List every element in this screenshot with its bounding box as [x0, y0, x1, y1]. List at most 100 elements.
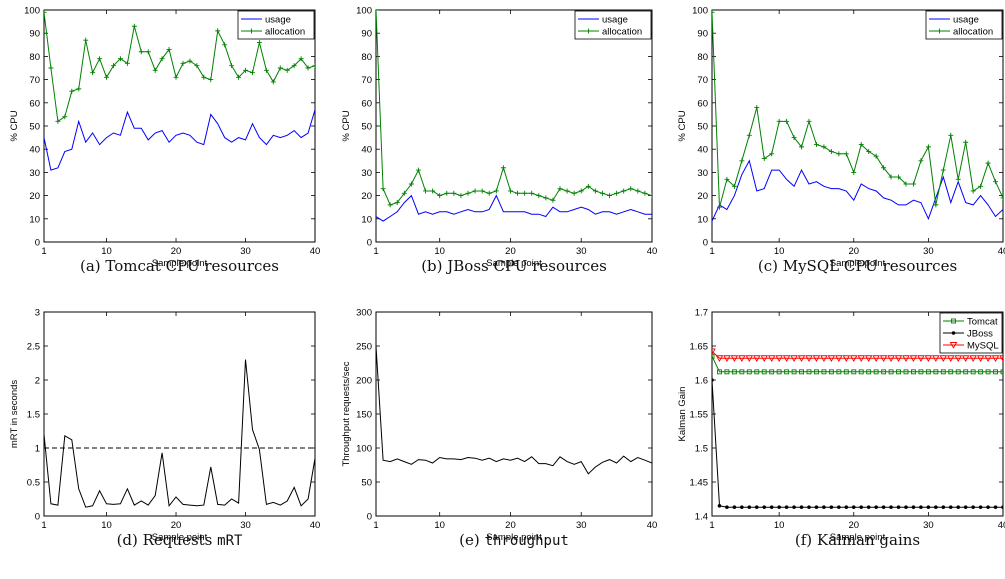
caption-code: throughput: [485, 533, 569, 549]
data-point: [858, 369, 864, 375]
y-tick-label: 2: [35, 376, 40, 387]
plot-area-frame: [375, 311, 653, 517]
data-point: [978, 183, 984, 189]
x-tick-label: 10: [101, 520, 112, 531]
data-point: [543, 195, 549, 201]
x-tick-label: 20: [171, 520, 182, 531]
data-point: [970, 369, 976, 375]
legend-marker: [951, 331, 956, 335]
series-line-usage: [376, 194, 652, 222]
data-point: [903, 369, 909, 375]
data-point: [851, 169, 857, 175]
data-point: [919, 505, 923, 509]
data-point: [754, 505, 759, 509]
x-tick-label: 1: [41, 520, 46, 531]
data-point: [380, 186, 386, 192]
series-line-mysql: [712, 351, 1003, 359]
data-point: [784, 118, 790, 124]
data-point: [249, 70, 255, 76]
x-axis-label: Sample point: [152, 258, 208, 269]
y-tick-label: 80: [361, 52, 372, 63]
y-tick-label: 70: [697, 75, 708, 86]
data-point: [117, 56, 123, 62]
legend-marker: [949, 342, 958, 349]
y-axis-label: Kalman Gain: [677, 387, 688, 442]
data-point: [236, 74, 242, 80]
series-line-usage: [712, 159, 1003, 222]
data-point: [963, 505, 968, 509]
data-point: [985, 369, 991, 375]
data-point: [807, 505, 811, 509]
x-tick-label: 30: [240, 246, 251, 257]
data-point: [769, 505, 774, 509]
data-point: [642, 190, 648, 196]
y-axis-label: % CPU: [677, 110, 688, 141]
data-point: [961, 355, 970, 362]
data-point: [896, 505, 901, 509]
data-point: [911, 369, 916, 375]
data-point: [836, 151, 842, 157]
y-tick-label: 2.5: [27, 342, 40, 353]
data-point: [792, 505, 796, 509]
data-point: [712, 10, 715, 15]
data-point: [991, 355, 1000, 362]
data-point: [599, 190, 605, 196]
data-point: [873, 153, 879, 159]
x-tick-label: 1: [373, 520, 378, 531]
data-point: [760, 355, 769, 362]
data-point: [984, 355, 992, 362]
data-point: [843, 369, 849, 375]
legend-box: [939, 312, 1003, 354]
data-point: [976, 355, 985, 362]
data-point: [820, 355, 828, 362]
chart-panel-6: 1.4 1.45 1.5 1.55 1.6 1.65 1.7 1 10 20 30 40 Sample …: [677, 308, 1005, 550]
data-point: [712, 378, 714, 382]
x-tick-label: 30: [576, 520, 587, 531]
data-point: [740, 505, 744, 509]
data-point: [879, 355, 888, 362]
chart-panel-4: 0 0.5 1 1.5 2 2.5 3 1 10 20 30 40 Sample point mRT in…: [9, 308, 320, 550]
data-point: [881, 165, 887, 171]
plot-area-frame: [43, 9, 316, 243]
data-point: [187, 58, 193, 64]
y-tick-label: 50: [361, 122, 372, 133]
data-point: [312, 63, 315, 69]
data-point: [940, 167, 946, 173]
x-tick-label: 1: [709, 520, 714, 531]
data-point: [791, 135, 797, 141]
data-point: [761, 155, 767, 161]
chart-caption: (d) Requests mRT: [117, 531, 243, 549]
data-point: [607, 193, 613, 199]
series-line-usage: [44, 109, 315, 171]
data-point: [732, 505, 737, 509]
data-point: [717, 504, 722, 508]
y-tick-label: 3: [35, 308, 40, 319]
y-tick-label: 70: [29, 75, 40, 86]
data-point: [769, 369, 775, 375]
data-point: [851, 369, 857, 375]
data-point: [993, 505, 998, 509]
data-point: [724, 369, 730, 375]
y-tick-label: 80: [29, 52, 40, 63]
data-point: [889, 505, 893, 509]
y-tick-label: 1.4: [695, 512, 708, 523]
data-point: [738, 355, 746, 362]
data-point: [229, 63, 235, 69]
data-point: [924, 355, 933, 362]
data-point: [941, 505, 946, 509]
x-tick-label: 20: [848, 520, 859, 531]
data-point: [458, 193, 464, 199]
data-point: [940, 369, 946, 375]
data-point: [866, 369, 872, 375]
data-point: [954, 355, 963, 362]
x-tick-label: 20: [848, 246, 859, 257]
data-point: [814, 505, 819, 509]
x-axis-label: Sample point: [486, 258, 542, 269]
data-point: [723, 355, 731, 362]
data-point: [835, 355, 843, 362]
data-point: [215, 28, 221, 34]
